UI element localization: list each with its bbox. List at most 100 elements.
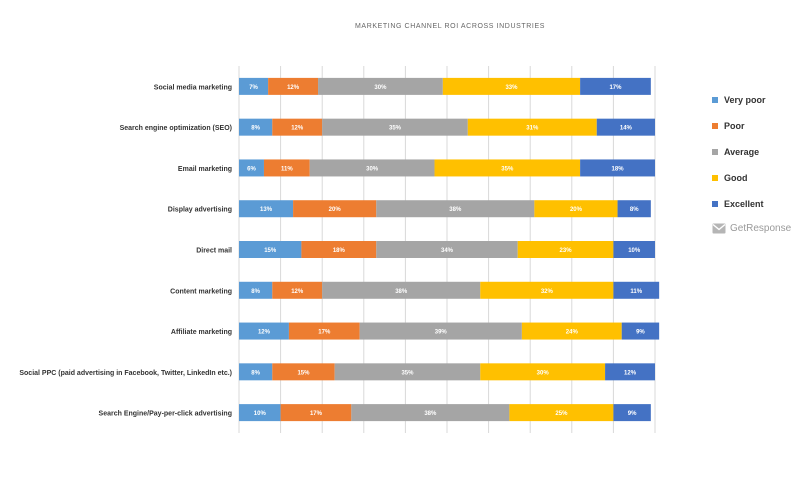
data-label: 7% [249, 85, 258, 91]
bar-segment [580, 159, 655, 177]
bar-segment [239, 404, 281, 422]
legend-swatch [712, 175, 718, 181]
data-label: 17% [310, 411, 323, 417]
data-label: 9% [628, 411, 637, 417]
bar-segment [301, 241, 377, 258]
bar-segment [596, 118, 655, 136]
bar-segment [359, 322, 522, 340]
bar-segment [272, 281, 323, 299]
data-label: 25% [555, 411, 568, 417]
bar-segment [280, 404, 352, 422]
data-label: 17% [318, 330, 331, 336]
data-label: 34% [441, 248, 454, 254]
chart-legend: Very poor Poor Average Good Excellent [712, 87, 766, 217]
bar-segment [239, 200, 294, 218]
legend-label: Excellent [724, 199, 764, 209]
data-label: 8% [251, 370, 260, 376]
bar-segment [318, 77, 443, 95]
legend-label: Average [724, 147, 760, 157]
bar-segment [617, 200, 651, 218]
bar-segment [272, 118, 323, 136]
category-label: Content marketing [170, 288, 232, 295]
data-label: 20% [329, 207, 342, 213]
data-label: 38% [395, 289, 408, 295]
data-label: 10% [628, 248, 641, 254]
data-label: 18% [333, 248, 346, 254]
data-label: 9% [636, 330, 645, 336]
data-label: 23% [560, 248, 573, 254]
data-label: 11% [281, 166, 293, 172]
data-label: 12% [624, 370, 637, 376]
legend-label: Good [724, 173, 748, 183]
legend-swatch [712, 123, 718, 129]
data-label: 35% [501, 166, 514, 172]
bar-segment [434, 159, 581, 177]
data-label: 30% [374, 85, 387, 91]
data-label: 24% [566, 330, 579, 336]
data-label: 35% [401, 370, 414, 376]
bar-segment [613, 404, 651, 422]
legend-item-good: Good [712, 165, 766, 191]
category-label: Search Engine/Pay-per-click advertising [99, 411, 232, 418]
data-label: 15% [297, 370, 310, 376]
bar-segment [239, 363, 273, 381]
data-label: 8% [251, 289, 260, 295]
data-label: 18% [612, 166, 625, 172]
bar-segment [288, 322, 360, 340]
data-label: 8% [251, 126, 260, 132]
category-label: Social PPC (paid advertising in Facebook… [19, 370, 232, 377]
bar-segment [376, 241, 518, 258]
legend-label: Very poor [724, 95, 766, 105]
data-label: 33% [505, 85, 518, 91]
legend-swatch [712, 201, 718, 207]
category-label: Affiliate marketing [171, 329, 232, 336]
bar-segment [268, 77, 319, 95]
data-label: 12% [287, 85, 300, 91]
brand-name: GetResponse [730, 223, 792, 234]
data-label: 12% [291, 289, 304, 295]
legend-item-poor: Poor [712, 113, 766, 139]
data-label: 8% [630, 207, 639, 213]
bar-segment [480, 281, 614, 299]
bar-segment [334, 363, 481, 381]
chart-title: MARKETING CHANNEL ROI ACROSS INDUSTRIES [355, 23, 545, 30]
legend-item-very-poor: Very poor [712, 87, 766, 113]
bar-segment [322, 118, 468, 136]
data-label: 30% [537, 370, 550, 376]
bar-segment [239, 77, 269, 95]
bar-segment [322, 281, 481, 299]
bar-segment [509, 404, 614, 422]
category-label: Search engine optimization (SEO) [120, 125, 232, 132]
bar-segment [239, 281, 273, 299]
bar-segment [239, 322, 289, 340]
data-label: 35% [389, 126, 402, 132]
data-label: 13% [260, 207, 273, 213]
bar-segment [239, 118, 273, 136]
data-label: 11% [630, 289, 642, 295]
bar-segment [351, 404, 510, 422]
bar-segment [480, 363, 606, 381]
legend-item-excellent: Excellent [712, 191, 766, 217]
legend-swatch [712, 149, 718, 155]
bar-segment [517, 241, 614, 258]
bar-segment [309, 159, 435, 177]
data-label: 20% [570, 207, 583, 213]
bar-segment [272, 363, 335, 381]
bar-segment [521, 322, 622, 340]
brand-logo: GetResponse [712, 223, 791, 234]
legend-item-average: Average [712, 139, 766, 165]
bar-segment [605, 363, 655, 381]
legend-label: Poor [724, 121, 745, 131]
bar-segment [239, 241, 302, 258]
data-label: 30% [366, 166, 379, 172]
data-label: 31% [526, 126, 539, 132]
data-label: 14% [620, 126, 633, 132]
data-label: 12% [291, 126, 304, 132]
bar-segment [239, 159, 264, 177]
data-label: 38% [424, 411, 437, 417]
bar-segment [293, 200, 377, 218]
data-label: 12% [258, 330, 271, 336]
data-label: 32% [541, 289, 554, 295]
category-label: Display advertising [168, 207, 232, 214]
